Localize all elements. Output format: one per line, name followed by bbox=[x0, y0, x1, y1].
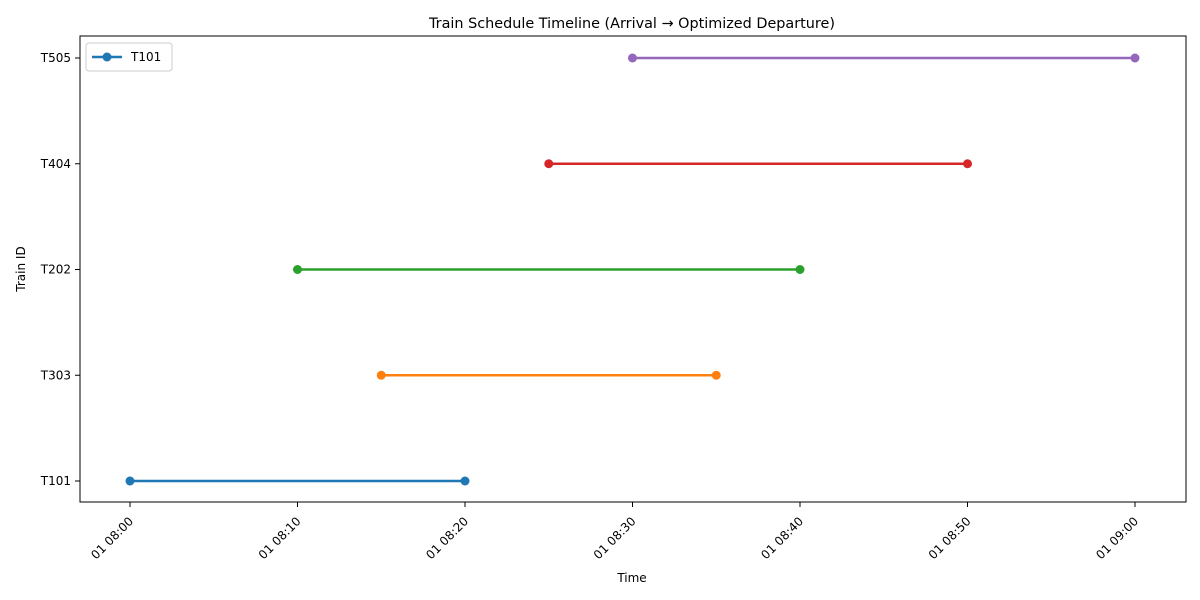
arrival-point-t303 bbox=[376, 370, 386, 380]
chart-title: Train Schedule Timeline (Arrival → Optim… bbox=[428, 16, 835, 32]
legend-entry-label: T101 bbox=[130, 50, 161, 64]
y-tick-label: T404 bbox=[40, 157, 71, 171]
legend-box bbox=[85, 42, 173, 72]
arrival-point-t404 bbox=[544, 159, 554, 169]
x-tick-label: 01 08:20 bbox=[423, 514, 471, 562]
departure-point-t101 bbox=[460, 476, 470, 486]
legend: T101 bbox=[85, 42, 173, 72]
x-axis: 01 08:00 01 08:10 01 08:20 01 08:30 01 08:40… bbox=[88, 502, 1141, 562]
series-layer bbox=[125, 53, 1140, 486]
x-tick-label: 01 08:50 bbox=[926, 514, 974, 562]
legend-swatch-marker bbox=[102, 52, 112, 62]
y-tick-label: T505 bbox=[40, 51, 71, 65]
y-axis: T101 T303 T202 T404 T505 bbox=[40, 51, 80, 488]
y-axis-label: Train ID bbox=[14, 246, 28, 292]
arrival-point-t202 bbox=[293, 265, 302, 274]
y-tick-label: T101 bbox=[40, 474, 71, 488]
arrival-point-t101 bbox=[125, 476, 135, 486]
arrival-point-t505 bbox=[628, 53, 637, 63]
x-tick-label: 01 08:40 bbox=[758, 514, 806, 562]
x-tick-label: 01 08:00 bbox=[88, 514, 136, 562]
departure-point-t303 bbox=[711, 370, 721, 380]
x-tick-label: 01 08:10 bbox=[256, 514, 304, 562]
departure-point-t404 bbox=[963, 159, 972, 169]
departure-point-t505 bbox=[1130, 53, 1140, 63]
x-tick-label: 01 09:00 bbox=[1093, 514, 1141, 562]
departure-point-t202 bbox=[795, 265, 805, 274]
x-tick-label: 01 08:30 bbox=[591, 514, 639, 562]
x-axis-label: Time bbox=[616, 571, 646, 585]
y-tick-label: T202 bbox=[40, 263, 71, 277]
y-tick-label: T303 bbox=[40, 368, 71, 382]
